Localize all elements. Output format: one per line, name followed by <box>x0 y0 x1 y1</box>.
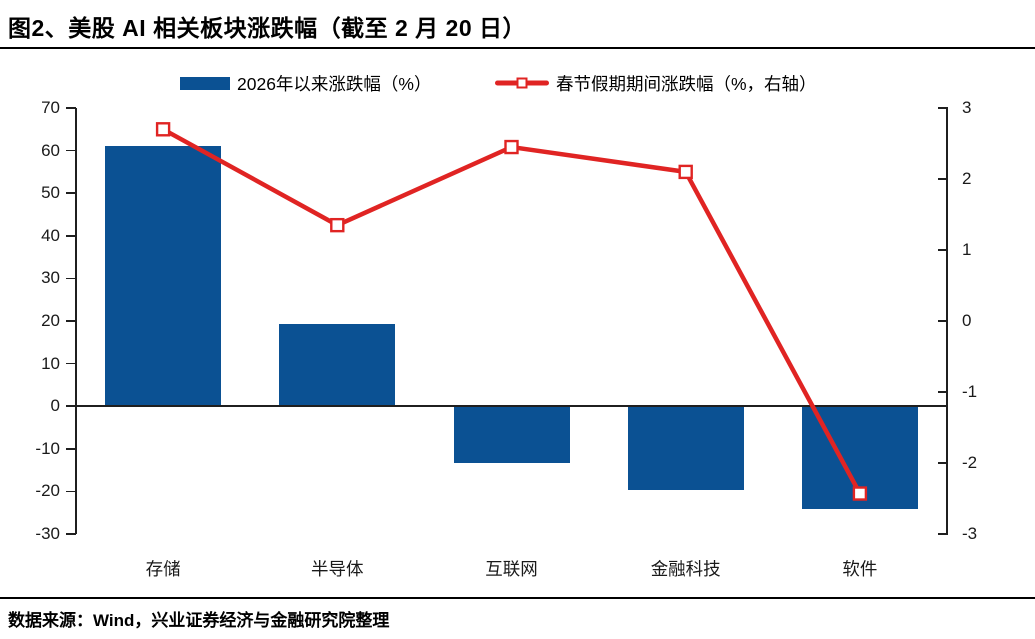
bar-storage <box>105 146 222 407</box>
left-axis-tick <box>66 448 76 450</box>
left-axis-tick <box>66 405 76 407</box>
left-axis-tick-label: 70 <box>41 98 60 117</box>
category-label-software: 软件 <box>842 559 878 579</box>
right-axis-tick <box>938 178 948 180</box>
left-axis-tick-label: 0 <box>50 396 60 416</box>
left-axis-tick-label: -20 <box>35 481 60 501</box>
right-axis-tick <box>938 391 948 393</box>
left-axis-tick <box>66 149 76 152</box>
left-axis-tick <box>66 107 76 109</box>
category-label-fintech: 金融科技 <box>650 559 721 579</box>
open-square-marker-icon <box>516 77 528 89</box>
right-axis-tick-label: -3 <box>962 524 978 543</box>
figure-title: 图2、美股 AI 相关板块涨跌幅（截至 2 月 20 日） <box>8 15 527 41</box>
bar-semiconductor <box>279 323 396 407</box>
left-axis-tick-label: 40 <box>41 225 60 245</box>
legend-label-line-series: 春节假期期间涨跌幅（%，右轴） <box>556 73 817 94</box>
right-axis-tick-label: 3 <box>962 98 972 117</box>
left-axis-tick-label: 20 <box>41 311 60 330</box>
left-axis-tick-label: 50 <box>41 183 60 203</box>
legend-item-bar-series: 2026年以来涨跌幅（%） <box>180 70 432 96</box>
right-axis-tick <box>938 462 948 464</box>
right-axis-tick-label: 1 <box>962 240 972 259</box>
right-axis-tick-label: -2 <box>962 453 978 472</box>
footer-divider <box>0 597 1035 599</box>
left-axis-tick <box>66 533 76 535</box>
data-source: 数据来源：Wind，兴业证券经济与金融研究院整理 <box>8 611 390 630</box>
category-label-internet: 互联网 <box>485 559 538 579</box>
right-axis-tick-label: 0 <box>962 311 972 330</box>
right-axis-tick-label: -1 <box>962 382 978 401</box>
bar-fintech <box>627 406 744 490</box>
right-axis-tick-label: 2 <box>962 169 972 188</box>
left-axis-tick-label: -10 <box>35 438 60 458</box>
right-axis-tick <box>938 249 948 251</box>
left-axis-tick <box>66 362 76 365</box>
left-axis-tick <box>66 192 76 194</box>
left-axis-tick <box>66 320 76 322</box>
title-divider <box>0 47 1035 49</box>
line-series-swatch <box>495 76 549 91</box>
left-axis-tick-label: 10 <box>41 353 60 373</box>
bar-series-swatch <box>180 76 230 90</box>
legend-item-line-series: 春节假期期间涨跌幅（%，右轴） <box>495 70 817 96</box>
category-label-semiconductor: 半导体 <box>311 559 364 579</box>
left-axis-line <box>75 108 77 534</box>
zero-line <box>76 405 947 408</box>
legend-label-bar-series: 2026年以来涨跌幅（%） <box>237 73 432 94</box>
left-axis-tick-label: 30 <box>41 268 60 288</box>
left-axis-tick <box>66 277 76 280</box>
left-axis-tick-label: 60 <box>41 140 60 160</box>
left-axis-tick <box>66 235 76 237</box>
bar-software <box>801 406 918 510</box>
left-axis-tick-label: -30 <box>35 524 60 543</box>
bar-internet <box>453 406 570 464</box>
right-axis-tick <box>938 320 948 322</box>
category-label-storage: 存储 <box>145 559 181 579</box>
right-axis-tick <box>938 533 948 535</box>
right-axis-tick <box>938 107 948 109</box>
left-axis-tick <box>66 490 76 493</box>
